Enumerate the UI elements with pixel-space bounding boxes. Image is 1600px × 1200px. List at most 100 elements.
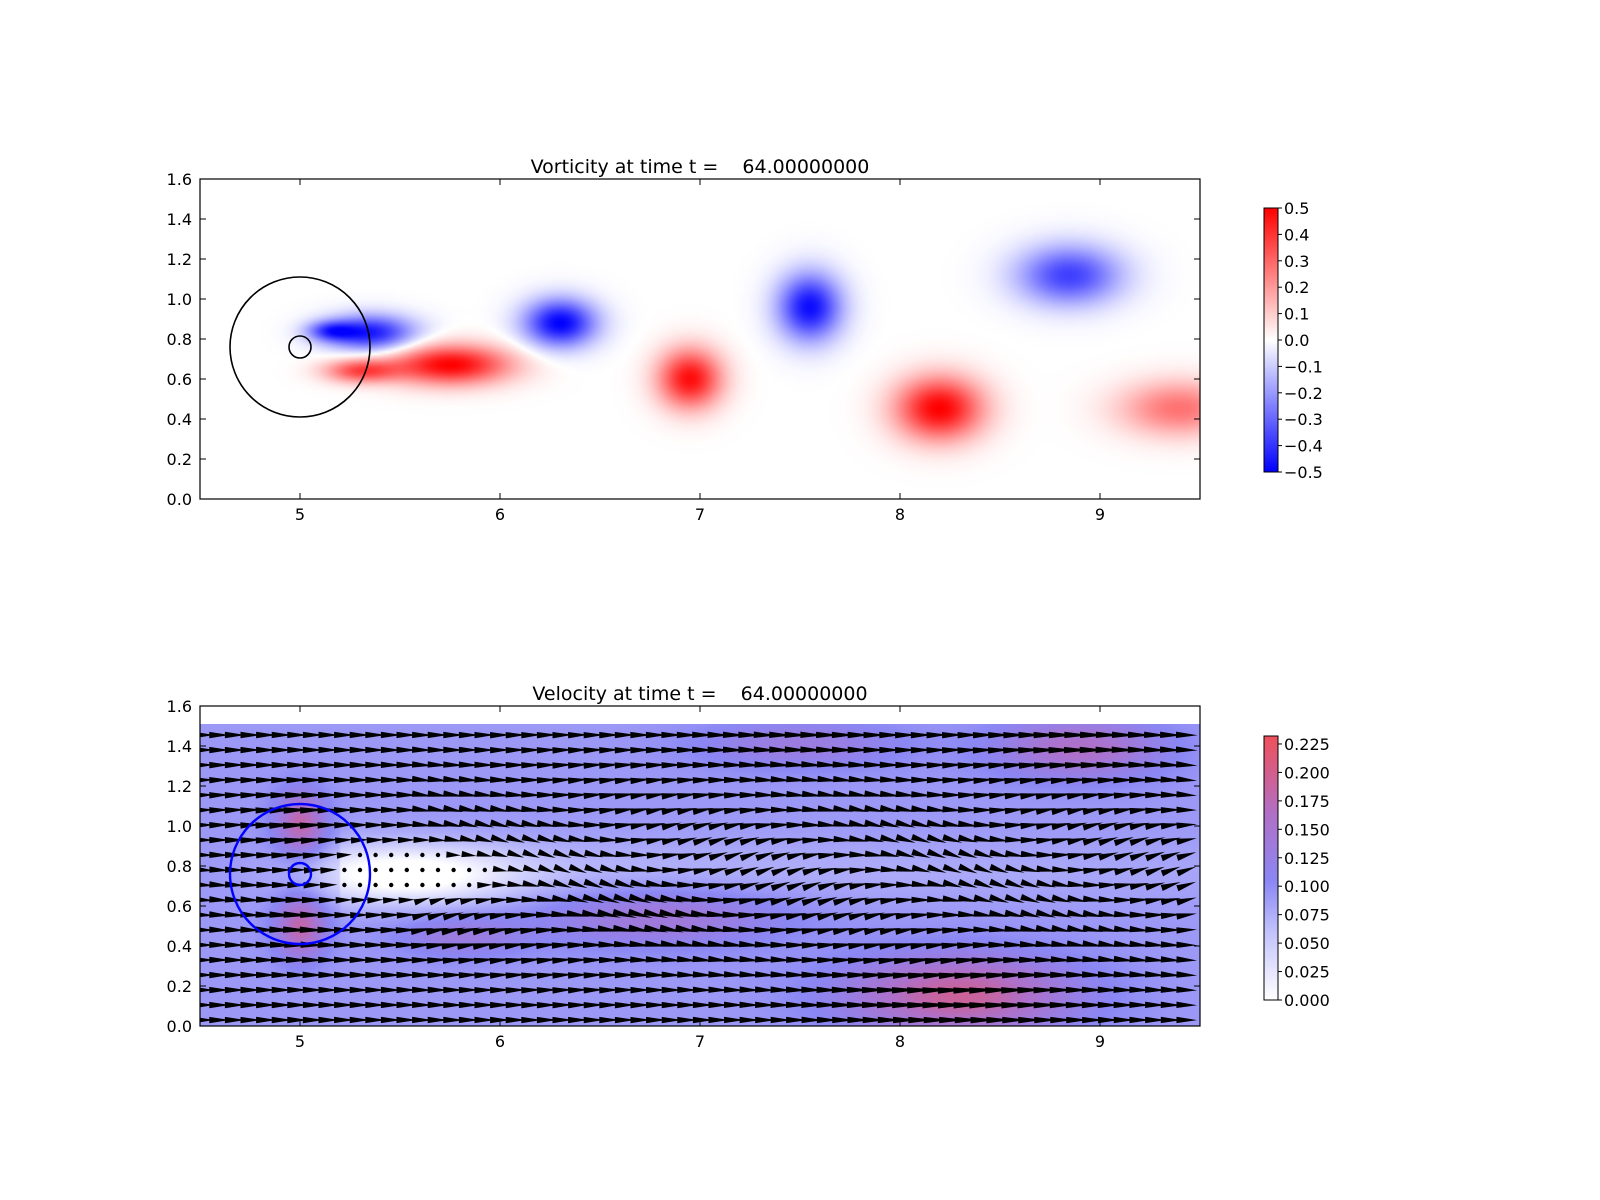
quiver-arrow <box>505 819 526 828</box>
quiver-arrow <box>755 1001 777 1008</box>
quiver-arrow <box>817 852 838 860</box>
quiver-arrow <box>831 986 856 994</box>
quiver-arrow <box>1082 1016 1105 1024</box>
quiver-arrow <box>490 761 511 769</box>
quiver-arrow <box>926 896 948 903</box>
quiver-arrow <box>1020 822 1041 830</box>
quiver-arrow <box>520 912 543 919</box>
quiver-arrow <box>412 1001 433 1009</box>
quiver-arrow <box>255 896 277 903</box>
quiver-arrow <box>786 881 807 892</box>
quiver-arrow <box>645 746 667 754</box>
quiver-arrow <box>895 776 917 783</box>
quiver-arrow <box>986 1016 1013 1024</box>
quiver-arrow <box>628 893 652 904</box>
quiver-arrow <box>1160 731 1183 738</box>
quiver-arrow <box>443 819 464 828</box>
quiver-arrow <box>475 834 494 843</box>
quiver-arrow <box>334 822 355 829</box>
quiver-arrow <box>1176 852 1197 861</box>
quiver-arrow <box>365 1016 386 1024</box>
quiver-arrow <box>599 956 621 964</box>
quiver-dot <box>373 852 378 858</box>
quiver-arrow <box>985 1002 1014 1009</box>
quiver-arrow <box>661 1016 683 1024</box>
quiver-arrow <box>397 836 416 844</box>
quiver-arrow <box>987 957 1012 964</box>
quiver-arrow <box>865 866 885 874</box>
quiver-arrow <box>1050 1016 1074 1024</box>
quiver-arrow <box>864 850 885 857</box>
quiver-arrow <box>630 731 652 739</box>
quiver-arrow <box>677 853 698 861</box>
quiver-arrow <box>880 849 900 857</box>
quiver-dot <box>389 882 394 888</box>
quiver-arrow <box>1097 1001 1120 1009</box>
quiver-arrow <box>287 731 308 739</box>
quiver-arrow <box>849 867 869 874</box>
quiver-arrow <box>552 879 572 888</box>
quiver-arrow <box>942 879 963 888</box>
quiver-arrow <box>738 761 761 768</box>
colorbar-tick-label: 0.0 <box>1284 331 1309 350</box>
quiver-arrow <box>302 731 324 739</box>
quiver-dot <box>451 882 456 888</box>
quiver-arrow <box>1113 940 1135 947</box>
velocity-panel: Velocity at time t = 64.00000000 5 6 7 8 9 0.… <box>167 683 1330 1051</box>
quiver-arrow <box>801 986 824 993</box>
quiver-arrow <box>817 882 838 891</box>
y-tick-label: 0.6 <box>167 370 192 389</box>
quiver-arrow <box>895 897 917 904</box>
quiver-arrow <box>380 1001 402 1009</box>
quiver-arrow <box>256 881 277 888</box>
quiver-arrow <box>318 761 340 769</box>
quiver-arrow <box>553 863 572 874</box>
quiver-arrow <box>833 868 854 875</box>
velocity-colorbar <box>1263 735 1279 1001</box>
quiver-arrow <box>723 986 745 993</box>
quiver-arrow <box>864 882 885 890</box>
quiver-arrow <box>256 746 277 754</box>
quiver-arrow <box>566 926 590 933</box>
quiver-arrow <box>443 1016 464 1024</box>
quiver-arrow <box>209 956 230 964</box>
quiver-arrow <box>506 849 525 858</box>
quiver-arrow <box>754 986 777 993</box>
quiver-arrow <box>474 986 496 994</box>
quiver-arrow <box>1033 731 1060 739</box>
quiver-arrow <box>832 897 854 906</box>
quiver-arrow <box>318 731 340 739</box>
quiver-arrow <box>200 792 215 798</box>
quiver-arrow <box>802 867 822 876</box>
quiver-arrow <box>753 731 778 738</box>
quiver-arrow <box>240 776 262 784</box>
quiver-arrow <box>630 971 652 979</box>
y-tick-label: 1.2 <box>167 777 192 796</box>
quiver-arrow <box>1049 1001 1075 1009</box>
y-tick-label: 0.8 <box>167 857 192 876</box>
quiver-dot <box>467 882 472 888</box>
quiver-arrow <box>287 867 308 874</box>
quiver-arrow <box>833 882 854 891</box>
quiver-arrow <box>444 897 462 906</box>
quiver-arrow <box>365 1001 386 1009</box>
quiver-arrow <box>583 762 605 769</box>
quiver-arrow <box>411 775 433 783</box>
colorbar-tick-label: −0.3 <box>1284 410 1323 429</box>
quiver-arrow <box>255 822 278 829</box>
quiver-arrow <box>739 866 760 877</box>
quiver-arrow <box>507 865 524 872</box>
quiver-arrow <box>708 761 730 769</box>
quiver-arrow <box>1113 808 1135 815</box>
quiver-arrow <box>427 746 449 753</box>
quiver-arrow <box>630 777 652 785</box>
quiver-arrow <box>599 864 619 873</box>
quiver-arrow <box>366 837 385 844</box>
quiver-arrow <box>349 761 371 769</box>
quiver-arrow <box>1067 837 1088 846</box>
quiver-arrow <box>1004 836 1026 843</box>
quiver-arrow <box>645 808 667 816</box>
quiver-arrow <box>285 956 310 963</box>
quiver-arrow <box>785 986 808 993</box>
quiver-arrow <box>958 848 978 859</box>
